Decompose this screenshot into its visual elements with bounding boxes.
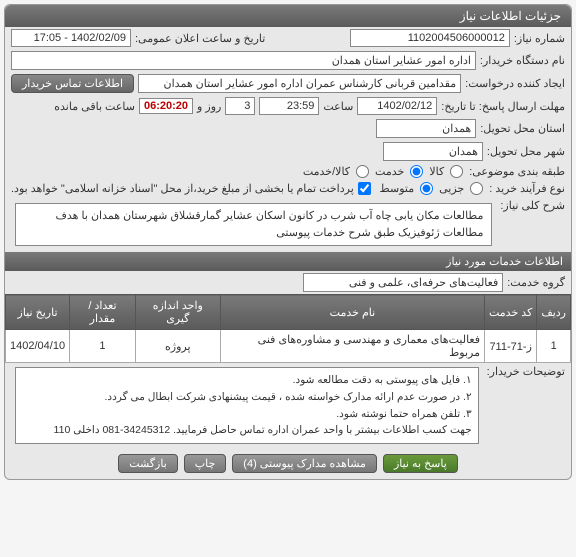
process-label: نوع فرآیند خرید :: [489, 182, 565, 195]
print-button[interactable]: چاپ: [184, 454, 227, 473]
th-name: نام خدمت: [220, 295, 484, 330]
td-date: 1402/04/10: [6, 330, 70, 363]
td-qty: 1: [70, 330, 136, 363]
need-no-label: شماره نیاز:: [514, 32, 565, 45]
creator-label: ایجاد کننده درخواست:: [465, 77, 565, 90]
buyer-label: نام دستگاه خریدار:: [480, 54, 565, 67]
deadline-label: مهلت ارسال پاسخ: تا تاریخ:: [441, 100, 565, 113]
section-services: اطلاعات خدمات مورد نیاز: [5, 252, 571, 271]
announce-value: 1402/02/09 - 17:05: [11, 29, 131, 47]
creator-value: مقدامین قربانی کارشناس عمران اداره امور …: [138, 74, 461, 93]
buyer-value: اداره امور عشایر استان همدان: [11, 51, 476, 70]
row-province: استان محل تحویل: همدان: [5, 117, 571, 140]
province-label: استان محل تحویل:: [480, 122, 565, 135]
row-buyer: نام دستگاه خریدار: اداره امور عشایر استا…: [5, 49, 571, 72]
radio-medium[interactable]: [420, 182, 433, 195]
need-no-value: 1102004506000012: [350, 29, 510, 47]
th-unit: واحد اندازه گیری: [135, 295, 220, 330]
days-label: روز و: [197, 100, 221, 113]
group-value: فعالیت‌های حرفه‌ای، علمی و فنی: [303, 273, 503, 292]
panel-header: جزئیات اطلاعات نیاز: [5, 5, 571, 27]
desc-label: شرح کلی نیاز:: [500, 199, 565, 212]
row-city: شهر محل تحویل: همدان: [5, 140, 571, 163]
td-code: ز-71-711: [485, 330, 537, 363]
td-row: 1: [537, 330, 571, 363]
note-line-1: ۱. فایل های پیوستی به دقت مطالعه شود.: [22, 372, 472, 389]
proc-small: جزیی: [439, 182, 464, 195]
radio-service[interactable]: [410, 165, 423, 178]
radio-small[interactable]: [470, 182, 483, 195]
cat-both: کالا/خدمت: [303, 165, 350, 178]
notes-box: ۱. فایل های پیوستی به دقت مطالعه شود. ۲.…: [15, 367, 479, 444]
payment-note: پرداخت تمام یا بخشی از مبلغ خرید،از محل …: [11, 182, 354, 195]
time-label-1: ساعت: [323, 100, 353, 113]
city-value: همدان: [383, 142, 483, 161]
back-button[interactable]: بازگشت: [118, 454, 178, 473]
th-row: ردیف: [537, 295, 571, 330]
days-value: 3: [225, 97, 255, 115]
note-line-4: جهت کسب اطلاعات بیشتر با واحد عمران ادار…: [22, 422, 472, 439]
radio-both[interactable]: [356, 165, 369, 178]
th-qty: تعداد / مقدار: [70, 295, 136, 330]
deadline-date: 1402/02/12: [357, 97, 437, 115]
row-deadline: مهلت ارسال پاسخ: تا تاریخ: 1402/02/12 سا…: [5, 95, 571, 117]
proc-medium: متوسط: [380, 182, 415, 195]
contact-button[interactable]: اطلاعات تماس خریدار: [11, 74, 134, 93]
row-notes: توضیحات خریدار: ۱. فایل های پیوستی به دق…: [5, 363, 571, 448]
row-desc: شرح کلی نیاز: مطالعات مکان یابی چاه آب ش…: [5, 197, 571, 252]
header-title: جزئیات اطلاعات نیاز: [460, 9, 561, 23]
row-process: نوع فرآیند خرید : جزیی متوسط پرداخت تمام…: [5, 180, 571, 197]
th-code: کد خدمت: [485, 295, 537, 330]
row-category: طبقه بندی موضوعی: کالا خدمت کالا/خدمت: [5, 163, 571, 180]
announce-label: تاریخ و ساعت اعلان عمومی:: [135, 32, 265, 45]
deadline-time: 23:59: [259, 97, 319, 115]
notes-label: توضیحات خریدار:: [487, 365, 565, 378]
remaining-label: ساعت باقی مانده: [54, 100, 135, 113]
attachments-button[interactable]: مشاهده مدارک پیوستی (4): [232, 454, 377, 473]
row-group: گروه خدمت: فعالیت‌های حرفه‌ای، علمی و فن…: [5, 271, 571, 294]
cat-goods: کالا: [429, 165, 444, 178]
cat-service: خدمت: [375, 165, 404, 178]
table-header-row: ردیف کد خدمت نام خدمت واحد اندازه گیری ت…: [6, 295, 571, 330]
radio-goods[interactable]: [450, 165, 463, 178]
province-value: همدان: [376, 119, 476, 138]
city-label: شهر محل تحویل:: [487, 145, 565, 158]
desc-value: مطالعات مکان یابی چاه آب شرب در کانون اس…: [15, 203, 492, 246]
main-panel: جزئیات اطلاعات نیاز شماره نیاز: 11020045…: [4, 4, 572, 480]
group-label: گروه خدمت:: [507, 276, 565, 289]
row-creator: ایجاد کننده درخواست: مقدامین قربانی کارش…: [5, 72, 571, 95]
countdown: 06:20:20: [139, 98, 193, 114]
footer-buttons: پاسخ به نیاز مشاهده مدارک پیوستی (4) چاپ…: [5, 448, 571, 479]
note-line-3: ۳. تلفن همراه حتما نوشته شود.: [22, 406, 472, 423]
row-need-no: شماره نیاز: 1102004506000012 تاریخ و ساع…: [5, 27, 571, 49]
category-label: طبقه بندی موضوعی:: [469, 165, 565, 178]
note-line-2: ۲. در صورت عدم ارائه مدارک خواسته شده ، …: [22, 389, 472, 406]
respond-button[interactable]: پاسخ به نیاز: [383, 454, 458, 473]
services-table: ردیف کد خدمت نام خدمت واحد اندازه گیری ت…: [5, 294, 571, 363]
th-date: تاریخ نیاز: [6, 295, 70, 330]
check-payment[interactable]: [358, 182, 371, 195]
table-row: 1 ز-71-711 فعالیت‌های معماری و مهندسی و …: [6, 330, 571, 363]
td-unit: پروژه: [135, 330, 220, 363]
td-name: فعالیت‌های معماری و مهندسی و مشاوره‌های …: [220, 330, 484, 363]
